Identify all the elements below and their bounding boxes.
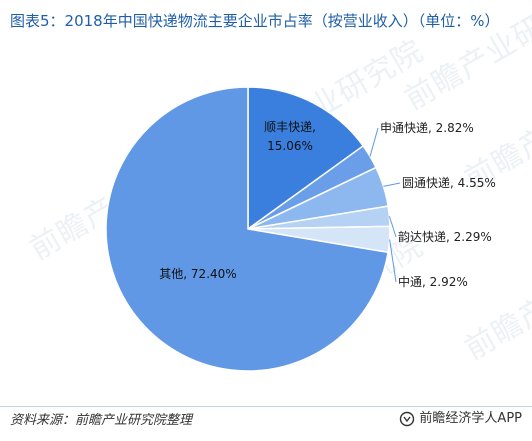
slice-label-4: 韵达快递, 2.29%	[398, 229, 492, 244]
slice-label-1-value: 15.06%	[267, 139, 313, 153]
slice-label-6: 其他, 72.40%	[159, 267, 236, 281]
slice-label-3: 圆通快递, 4.55%	[402, 176, 496, 190]
slice-label-5: 中通, 2.92%	[398, 274, 468, 289]
brand-logo-icon	[399, 411, 415, 427]
slice-label-2: 申通快递, 2.82%	[380, 121, 474, 135]
brand-footer: 前瞻经济学人APP	[399, 410, 522, 428]
pie-slice-1	[247, 86, 365, 231]
leader-line-3	[383, 182, 401, 187]
brand-name: 前瞻经济学人APP	[419, 411, 522, 426]
leader-line-2	[369, 127, 379, 157]
leader-line-4	[388, 216, 397, 238]
chart-title: 图表5：2018年中国快递物流主要企业市占率（按营业收入）（单位：%）	[10, 12, 500, 30]
slice-label-1-name: 顺丰快递,	[264, 120, 316, 134]
leader-line-5	[389, 239, 397, 283]
footer-divider	[0, 406, 532, 407]
pie-slice-6	[105, 86, 389, 372]
source-note: 资料来源：前瞻产业研究院整理	[10, 413, 193, 428]
